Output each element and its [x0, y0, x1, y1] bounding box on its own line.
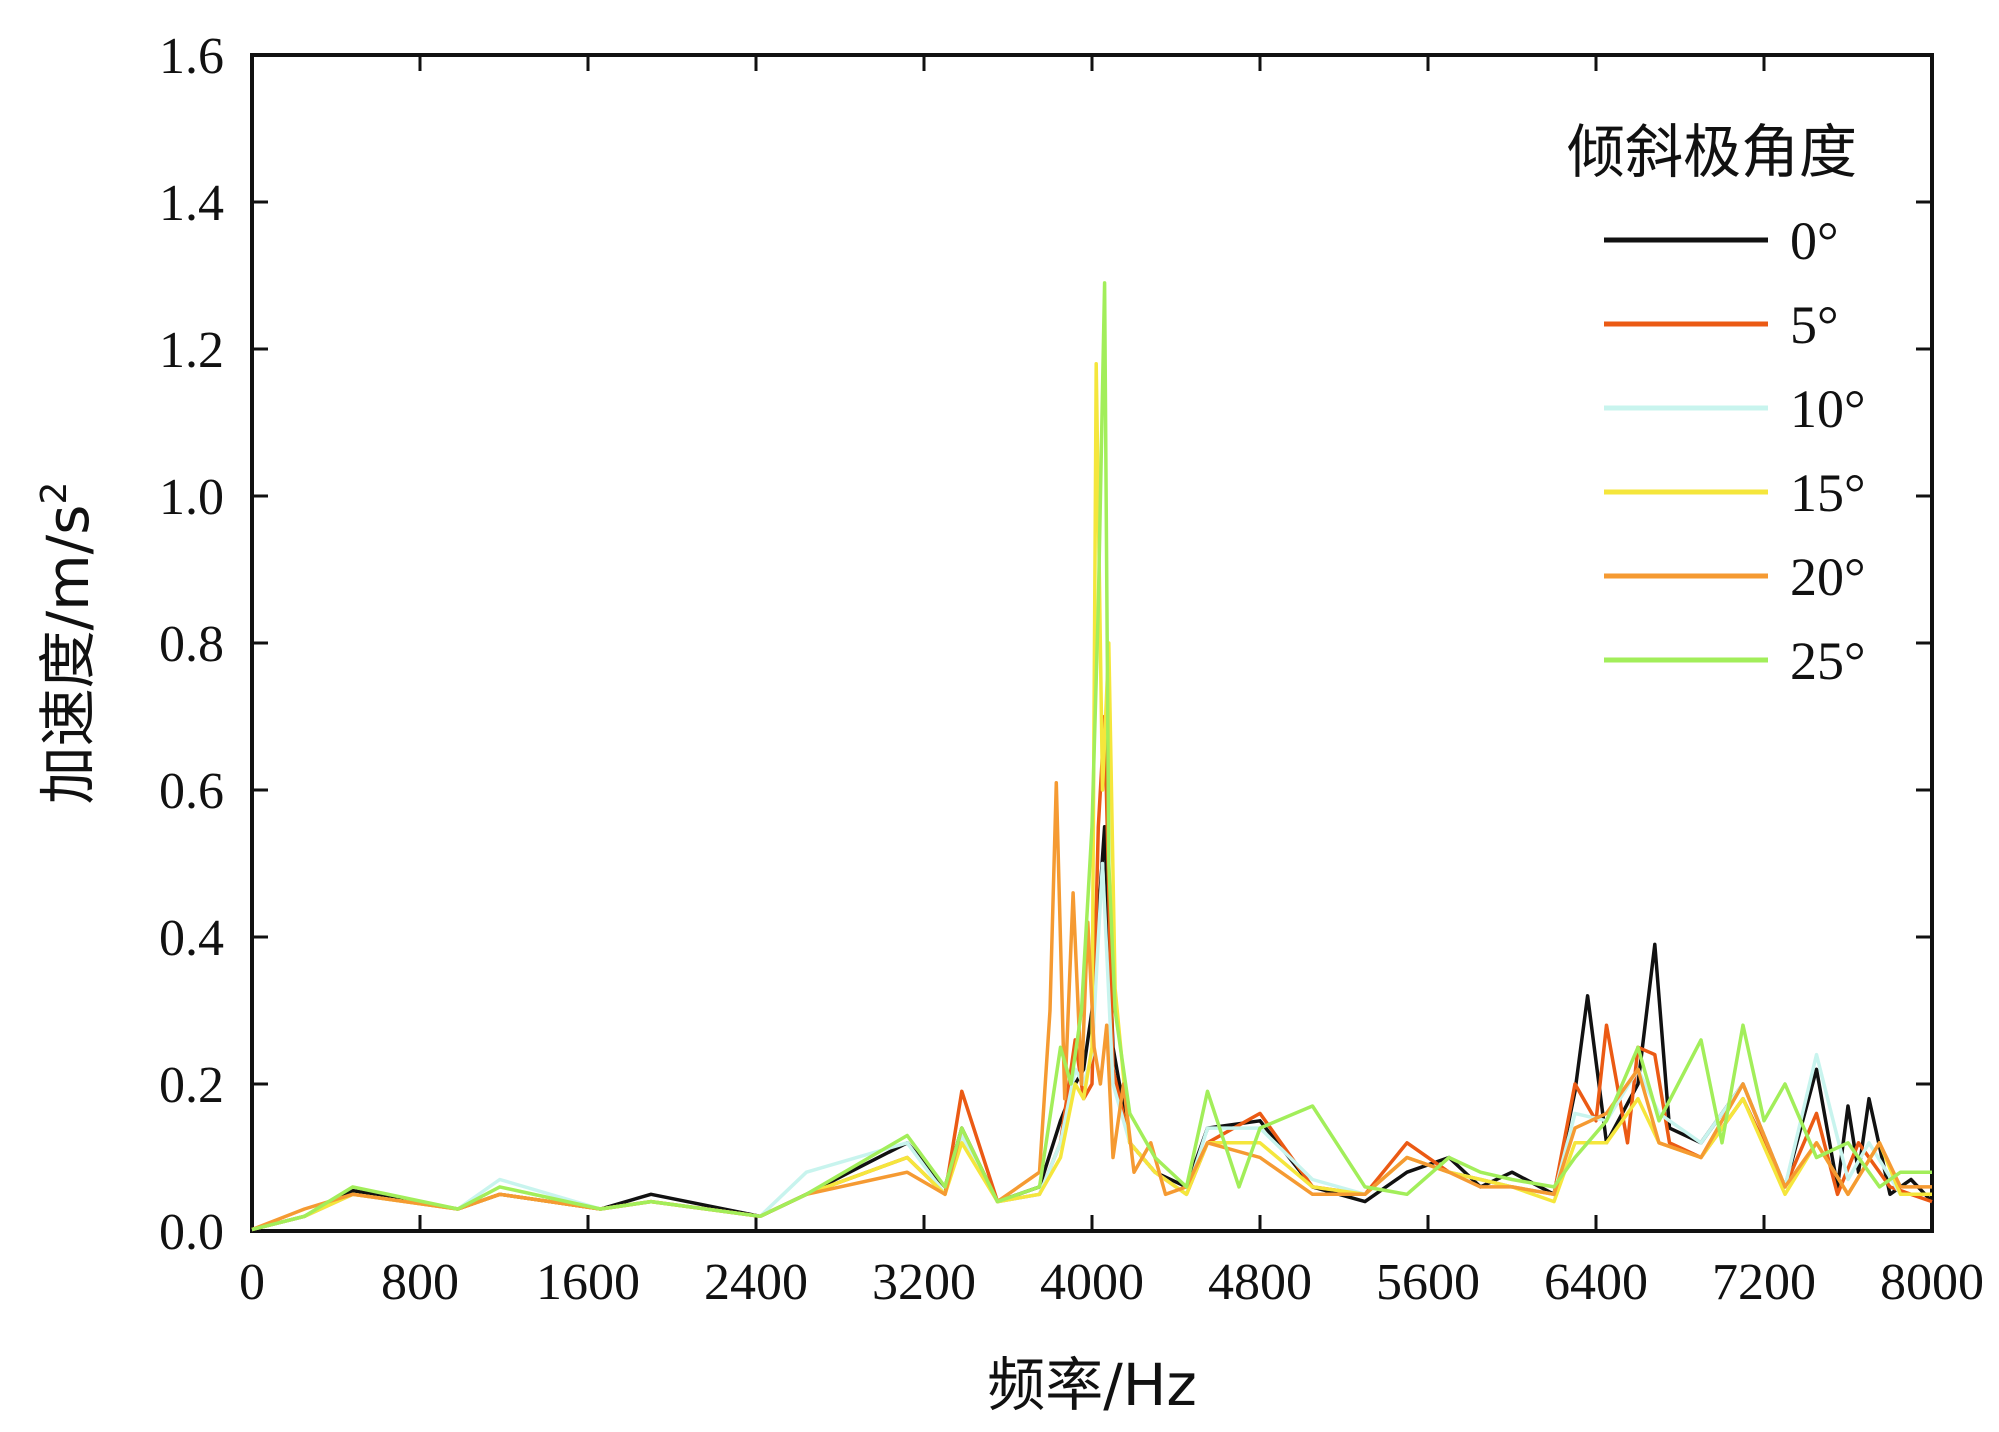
legend-label-1: 5° [1790, 295, 1839, 355]
y-tick-label: 1.0 [159, 469, 224, 526]
axis-ticks [250, 53, 1934, 1233]
y-tick-label: 0.0 [159, 1204, 224, 1261]
x-tick-label: 7200 [1712, 1254, 1816, 1311]
legend-title: 倾斜极角度 [1567, 118, 1857, 186]
x-tick-label: 3200 [872, 1254, 976, 1311]
y-axis-title-main: 加速度/m/s [34, 505, 102, 805]
tick-labels: 0 800 1600 2400 3200 4000 4800 5600 6400 7200 8000… [159, 28, 1984, 1311]
y-axis-title: 加速度/m/s2 [34, 482, 102, 805]
x-tick-label: 5600 [1376, 1254, 1480, 1311]
legend-label-0: 0° [1790, 211, 1839, 271]
x-tick-label: 0 [239, 1254, 265, 1311]
y-tick-label: 0.6 [159, 763, 224, 820]
x-tick-label: 4800 [1208, 1254, 1312, 1311]
x-tick-label: 4000 [1040, 1254, 1144, 1311]
y-axis-title-sup: 2 [34, 482, 75, 505]
y-tick-label: 1.4 [159, 175, 224, 232]
y-tick-label: 0.4 [159, 910, 224, 967]
y-tick-label: 1.2 [159, 322, 224, 379]
series-lines [251, 281, 1934, 1232]
series-line-4 [251, 780, 1932, 1232]
y-tick-label: 0.2 [159, 1057, 224, 1114]
legend-label-5: 25° [1790, 631, 1866, 691]
legend: 倾斜极角度 0° 5° 10° 15° 20° 25° [1567, 118, 1866, 691]
legend-label-4: 20° [1790, 547, 1866, 607]
legend-label-2: 10° [1790, 379, 1866, 439]
x-tick-label: 6400 [1544, 1254, 1648, 1311]
x-tick-label: 2400 [704, 1254, 808, 1311]
y-tick-label: 1.6 [159, 28, 224, 85]
y-tick-label: 0.8 [159, 616, 224, 673]
x-tick-label: 8000 [1880, 1254, 1984, 1311]
x-axis-title: 频率/Hz [987, 1351, 1197, 1419]
x-tick-label: 800 [381, 1254, 459, 1311]
legend-label-3: 15° [1790, 463, 1866, 523]
series-line-5 [251, 281, 1932, 1232]
x-tick-label: 1600 [536, 1254, 640, 1311]
